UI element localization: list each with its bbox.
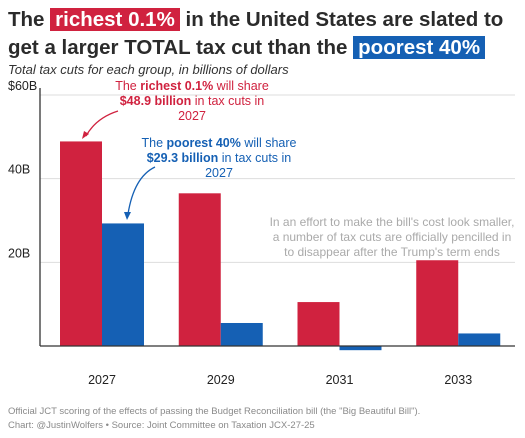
title-highlight-poorest: poorest 40% xyxy=(353,36,486,59)
annotation-richest-amount: $48.9 billion xyxy=(120,94,192,108)
annotation-note-line1: In an effort to make the bill's cost loo… xyxy=(270,215,515,229)
x-tick-label-2029: 2029 xyxy=(207,373,235,387)
annotation-richest-bold: richest 0.1% xyxy=(140,79,213,93)
annotation-poorest-line1: The poorest 40% will share xyxy=(142,136,297,150)
annotation-richest-arrow xyxy=(85,110,119,137)
annotation-richest-arrowhead xyxy=(82,131,89,139)
annotation-poorest-arrow xyxy=(127,166,156,215)
annotation-poorest-arrowhead xyxy=(124,212,131,220)
bar-poorest-2031 xyxy=(339,346,382,351)
annotation-richest-pre: The xyxy=(115,79,140,93)
annotation-note-line2: a number of tax cuts are officially penc… xyxy=(273,230,512,244)
bar-richest-2029 xyxy=(178,193,221,346)
annotation-poorest-post: will share xyxy=(241,136,297,150)
y-tick-label-2: 20B xyxy=(8,246,30,260)
x-tick-label-2033: 2033 xyxy=(444,373,472,387)
y-tick-label-0: $60B xyxy=(8,79,37,93)
annotation-poorest-bold: poorest 40% xyxy=(167,136,241,150)
bar-poorest-2027 xyxy=(102,223,144,346)
footer-source: Chart: @JustinWolfers • Source: Joint Co… xyxy=(8,420,315,431)
bar-richest-2031 xyxy=(297,302,340,346)
annotation-richest-line1: The richest 0.1% will share xyxy=(115,79,269,93)
annotation-poorest-amount: $29.3 billion xyxy=(147,151,219,165)
bars xyxy=(60,141,501,351)
annotation-richest-post2: in tax cuts in xyxy=(191,94,264,108)
bar-richest-2027 xyxy=(60,141,102,346)
y-tick-label-1: 40B xyxy=(8,163,30,177)
annotation-poorest-line3: 2027 xyxy=(205,166,233,180)
chart-title: The richest 0.1% in the United States ar… xyxy=(8,6,520,62)
annotation-note-line3: to disappear after the Trump's term ends xyxy=(284,245,500,259)
axes xyxy=(39,88,515,347)
chart-subtitle: Total tax cuts for each group, in billio… xyxy=(8,62,289,77)
bar-poorest-2033 xyxy=(458,333,501,346)
x-tick-label-2027: 2027 xyxy=(88,373,116,387)
annotation-poorest-line2: $29.3 billion in tax cuts in xyxy=(147,151,292,165)
annotation-richest-line2: $48.9 billion in tax cuts in xyxy=(120,94,265,108)
annotation-poorest-post2: in tax cuts in xyxy=(218,151,291,165)
title-pre: The xyxy=(8,8,51,31)
title-highlight-richest: richest 0.1% xyxy=(50,8,180,31)
title-mid: in the United States are slated to get a… xyxy=(8,8,504,59)
annotation-richest-line3: 2027 xyxy=(178,109,206,123)
annotation-richest-post: will share xyxy=(213,79,269,93)
tick-labels: $60B 40B 20B 2027 2029 2031 2033 xyxy=(8,79,472,387)
x-tick-label-2031: 2031 xyxy=(326,373,354,387)
annotation-poorest-pre: The xyxy=(142,136,167,150)
bar-poorest-2029 xyxy=(220,322,263,346)
footer-note: Official JCT scoring of the effects of p… xyxy=(8,406,421,417)
bar-richest-2033 xyxy=(416,260,459,346)
